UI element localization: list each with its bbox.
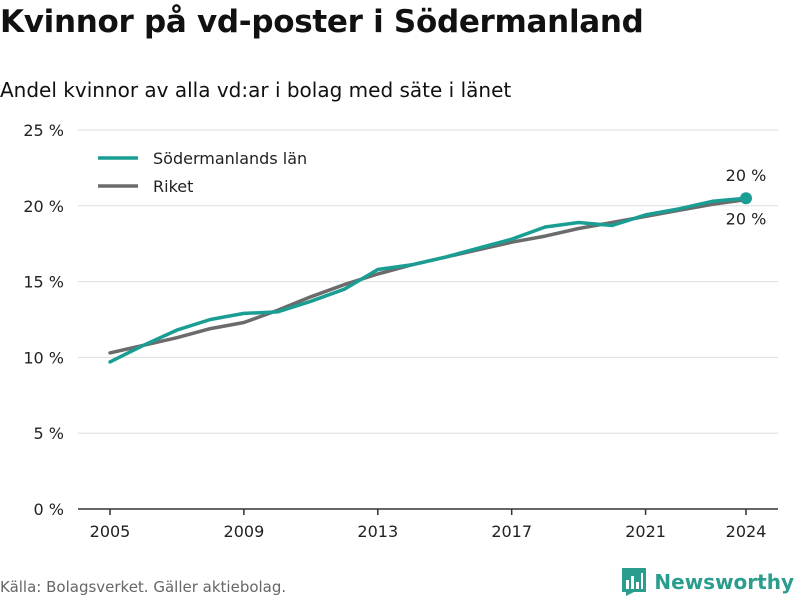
source-note: Källa: Bolagsverket. Gäller aktiebolag. <box>0 578 287 596</box>
newsworthy-logo-icon <box>622 568 647 596</box>
end-label-riket: 20 % <box>726 210 767 229</box>
legend-label: Södermanlands län <box>153 149 307 168</box>
y-tick-label: 15 % <box>23 273 64 292</box>
x-tick-label: 2017 <box>491 522 532 541</box>
chart-title: Kvinnor på vd-poster i Södermanland <box>0 4 644 40</box>
x-tick-label: 2021 <box>625 522 666 541</box>
x-tick-label: 2024 <box>726 522 767 541</box>
y-tick-label: 0 % <box>34 500 64 519</box>
end-label-sodermanland: 20 % <box>726 166 767 185</box>
x-tick-label: 2009 <box>224 522 265 541</box>
brand-logo: Newsworthy <box>622 568 794 596</box>
end-point-marker <box>740 192 752 205</box>
y-tick-label: 20 % <box>23 197 64 216</box>
y-tick-label: 5 % <box>34 424 64 443</box>
y-tick-label: 10 % <box>23 348 64 367</box>
series-line-riket <box>108 197 748 355</box>
series-line-sodermanland <box>108 196 748 364</box>
brand-name: Newsworthy <box>654 570 794 594</box>
chart-subtitle: Andel kvinnor av alla vd:ar i bolag med … <box>0 78 512 102</box>
legend-label: Riket <box>153 177 193 196</box>
x-tick-label: 2013 <box>357 522 398 541</box>
x-tick-label: 2005 <box>90 522 131 541</box>
y-tick-label: 25 % <box>23 121 64 140</box>
